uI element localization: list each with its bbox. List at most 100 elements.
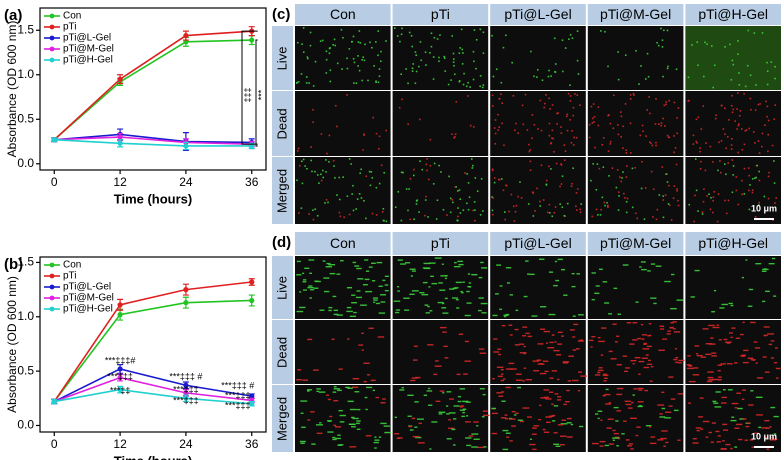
cell <box>675 68 678 71</box>
cell <box>506 436 510 438</box>
cell <box>446 438 452 440</box>
cell <box>457 400 462 403</box>
cell <box>601 196 604 199</box>
cell <box>668 376 674 378</box>
cell <box>755 262 762 265</box>
cell <box>743 143 746 146</box>
cell <box>340 28 343 31</box>
cell <box>608 175 610 177</box>
cell <box>447 83 450 86</box>
cell <box>627 445 632 447</box>
cell <box>726 342 731 344</box>
cell <box>594 413 599 415</box>
cell <box>614 436 620 439</box>
cell <box>659 413 663 415</box>
cell <box>579 211 582 214</box>
cell <box>572 336 576 338</box>
cell <box>708 379 715 381</box>
cell <box>748 189 750 192</box>
cell <box>663 445 666 447</box>
cell <box>661 430 668 432</box>
cell <box>397 286 400 288</box>
cell <box>529 149 531 151</box>
cell <box>307 389 312 391</box>
cell <box>515 204 518 207</box>
x-tick-label: 24 <box>179 437 193 451</box>
cell <box>724 107 726 110</box>
cell <box>515 309 519 312</box>
cell <box>608 313 613 315</box>
cell <box>480 178 483 180</box>
cell <box>756 164 759 167</box>
cell <box>339 421 345 423</box>
cell <box>363 362 370 364</box>
cell <box>626 197 629 200</box>
cell <box>358 344 364 346</box>
cell <box>483 446 487 448</box>
cell <box>309 44 312 47</box>
cell <box>625 211 628 214</box>
cell <box>657 404 665 406</box>
cell <box>372 116 375 119</box>
cell <box>363 59 366 62</box>
cell <box>462 209 465 211</box>
cell <box>655 98 657 100</box>
cell <box>554 341 557 343</box>
cell <box>511 425 517 427</box>
cell <box>316 432 323 435</box>
cell <box>354 265 360 267</box>
cell <box>718 339 722 341</box>
cell <box>588 136 591 139</box>
cell <box>607 114 609 117</box>
cell <box>564 47 567 49</box>
cell <box>722 429 729 431</box>
cell <box>767 175 770 178</box>
cell <box>640 65 642 67</box>
cell <box>711 355 717 357</box>
cell <box>553 405 559 407</box>
cell <box>720 363 726 365</box>
cell <box>573 136 575 139</box>
cell <box>551 137 553 139</box>
cell <box>523 295 528 298</box>
cell <box>528 143 530 146</box>
cell <box>432 183 435 185</box>
cell <box>591 215 594 218</box>
cell <box>393 300 401 302</box>
cell <box>543 431 550 433</box>
cell <box>371 212 374 215</box>
data-point <box>51 398 57 405</box>
cell <box>362 284 368 286</box>
cell <box>492 197 494 199</box>
cell <box>514 129 516 132</box>
cell <box>456 307 460 309</box>
cell <box>628 443 634 445</box>
cell <box>302 51 305 54</box>
cell <box>501 122 503 125</box>
cell <box>661 46 664 48</box>
cell <box>378 147 380 150</box>
cell <box>556 123 558 125</box>
cell <box>699 150 701 153</box>
cell <box>641 160 643 163</box>
cell <box>632 322 638 324</box>
annotation: ***‡‡‡ <box>173 396 199 406</box>
cell <box>405 68 407 70</box>
cell <box>757 103 760 106</box>
cell <box>358 69 361 72</box>
cell <box>536 76 538 78</box>
cell <box>607 65 609 68</box>
cell <box>420 59 422 62</box>
cell <box>459 47 462 49</box>
cell <box>739 333 744 336</box>
cell <box>353 311 357 314</box>
cell <box>577 390 581 392</box>
cell <box>767 197 770 200</box>
cell <box>442 312 449 314</box>
cell <box>612 127 615 130</box>
cell <box>550 142 553 144</box>
cell <box>346 286 353 289</box>
legend-marker <box>49 273 55 279</box>
cell <box>371 262 376 264</box>
cell <box>403 297 410 299</box>
